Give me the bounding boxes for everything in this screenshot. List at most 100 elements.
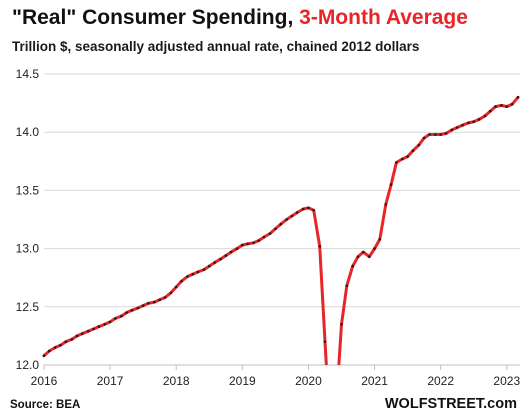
data-point bbox=[153, 300, 156, 304]
data-point bbox=[488, 109, 492, 113]
data-point bbox=[252, 241, 255, 245]
y-tick-label: 14.5 bbox=[16, 67, 40, 81]
data-point bbox=[174, 285, 178, 289]
data-point bbox=[202, 268, 206, 271]
data-point bbox=[147, 302, 150, 305]
data-point bbox=[42, 354, 46, 358]
data-point bbox=[219, 257, 222, 261]
data-point bbox=[120, 314, 123, 318]
data-point bbox=[279, 222, 283, 226]
brand-logo-text: WOLFSTREET.com bbox=[384, 396, 517, 412]
x-tick-label: 2023 bbox=[493, 374, 520, 388]
data-point bbox=[59, 343, 62, 347]
data-point bbox=[384, 203, 388, 206]
data-point bbox=[318, 245, 322, 248]
data-point bbox=[108, 320, 112, 324]
data-point bbox=[241, 243, 244, 247]
y-tick-label: 12.5 bbox=[16, 300, 40, 314]
data-point bbox=[439, 133, 443, 136]
y-tick-label: 13.0 bbox=[16, 242, 40, 256]
data-point bbox=[368, 255, 371, 258]
chart-title: "Real" Consumer Spending, 3-Month Averag… bbox=[12, 6, 468, 30]
x-axis-ticks: 2016 2017 2018 2019 2020 2021 2022 2023 bbox=[31, 365, 520, 388]
data-point bbox=[434, 133, 437, 136]
x-tick-label: 2019 bbox=[229, 374, 256, 388]
x-tick-label: 2021 bbox=[361, 374, 388, 388]
data-point bbox=[516, 96, 520, 99]
data-point bbox=[213, 261, 216, 264]
data-point bbox=[169, 291, 173, 295]
chart-subtitle: Trillion $, seasonally adjusted annual r… bbox=[12, 39, 420, 54]
data-point bbox=[505, 105, 509, 108]
data-point bbox=[378, 238, 382, 241]
data-point bbox=[70, 338, 74, 341]
data-point bbox=[351, 264, 355, 268]
data-point bbox=[406, 155, 409, 158]
data-point bbox=[411, 149, 415, 153]
data-point bbox=[246, 242, 249, 246]
data-point bbox=[64, 340, 68, 344]
data-point bbox=[340, 323, 343, 326]
y-tick-label: 14.0 bbox=[16, 125, 40, 139]
chart-title-accent: 3-Month Average bbox=[299, 6, 468, 29]
plot-area bbox=[42, 95, 520, 407]
data-point bbox=[274, 227, 277, 231]
data-point bbox=[401, 157, 404, 161]
data-point bbox=[224, 254, 228, 257]
x-tick-label: 2018 bbox=[163, 374, 190, 388]
gridlines bbox=[44, 73, 520, 308]
y-tick-label: 12.0 bbox=[16, 358, 40, 372]
data-point bbox=[335, 404, 338, 407]
data-point bbox=[467, 121, 470, 125]
data-point bbox=[312, 208, 316, 212]
data-point bbox=[97, 325, 101, 328]
data-point bbox=[81, 332, 84, 335]
data-point bbox=[307, 206, 310, 210]
data-point bbox=[186, 275, 189, 278]
data-point bbox=[483, 114, 487, 118]
data-point bbox=[158, 298, 161, 302]
data-point bbox=[141, 304, 145, 307]
data-point bbox=[477, 118, 481, 121]
data-point bbox=[395, 161, 398, 164]
data-point bbox=[75, 334, 79, 338]
data-point bbox=[323, 340, 327, 344]
data-point bbox=[494, 105, 497, 108]
data-point bbox=[180, 279, 183, 283]
data-point bbox=[208, 264, 211, 268]
data-point bbox=[130, 309, 134, 312]
data-point bbox=[262, 235, 266, 239]
data-point bbox=[191, 272, 194, 276]
data-point bbox=[301, 207, 305, 211]
data-point bbox=[450, 128, 454, 132]
series-line bbox=[42, 95, 520, 365]
data-point bbox=[136, 306, 140, 310]
series-markers bbox=[42, 96, 520, 407]
data-point bbox=[229, 250, 233, 254]
data-point bbox=[472, 120, 476, 123]
x-tick-label: 2017 bbox=[97, 374, 124, 388]
x-tick-label: 2020 bbox=[295, 374, 322, 388]
data-point bbox=[103, 323, 107, 326]
data-point bbox=[362, 250, 365, 254]
data-point bbox=[257, 239, 261, 242]
data-point bbox=[87, 329, 90, 333]
data-point bbox=[345, 284, 349, 288]
data-point bbox=[48, 349, 51, 353]
data-point bbox=[295, 211, 299, 214]
data-point bbox=[114, 317, 117, 320]
data-point bbox=[510, 103, 514, 106]
data-point bbox=[444, 132, 448, 135]
x-tick-label: 2022 bbox=[427, 374, 454, 388]
y-axis-ticks: 12.0 12.5 13.0 13.5 14.0 14.5 bbox=[16, 67, 40, 372]
data-point bbox=[356, 255, 360, 258]
data-point bbox=[125, 311, 128, 314]
y-tick-label: 13.5 bbox=[16, 183, 40, 197]
data-point bbox=[285, 218, 288, 221]
data-point bbox=[422, 136, 426, 140]
data-point bbox=[268, 232, 272, 235]
data-point bbox=[500, 104, 503, 107]
x-tick-label: 2016 bbox=[31, 374, 58, 388]
data-point bbox=[417, 143, 421, 147]
